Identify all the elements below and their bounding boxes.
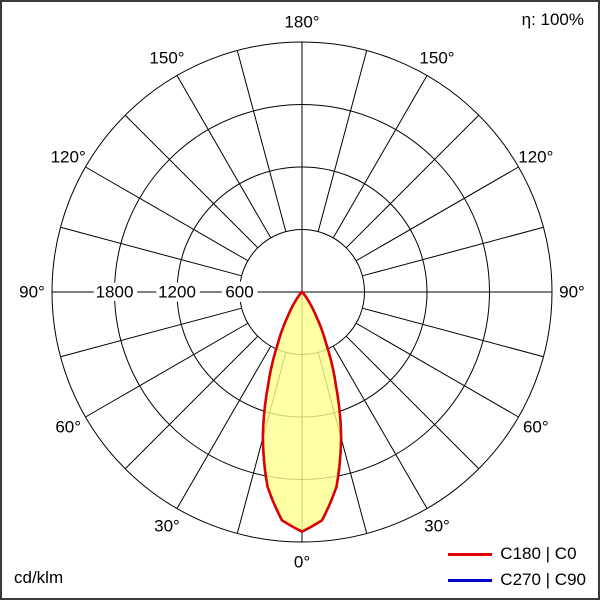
svg-text:60°: 60° <box>55 418 81 437</box>
svg-text:1200: 1200 <box>158 283 196 302</box>
svg-text:0°: 0° <box>294 553 310 572</box>
legend-label-c0: C180 | C0 <box>500 544 577 563</box>
svg-text:120°: 120° <box>518 148 553 167</box>
svg-text:30°: 30° <box>424 516 450 535</box>
svg-text:150°: 150° <box>149 49 184 68</box>
legend: C180 | C0 C270 | C90 <box>448 544 586 590</box>
legend-item-c90: C270 | C90 <box>448 570 586 590</box>
svg-text:150°: 150° <box>419 49 454 68</box>
svg-text:120°: 120° <box>51 148 86 167</box>
svg-text:90°: 90° <box>559 283 585 302</box>
efficiency-label: η: 100% <box>521 10 584 29</box>
legend-item-c0: C180 | C0 <box>448 544 577 564</box>
svg-text:30°: 30° <box>154 516 180 535</box>
units-label: cd/klm <box>14 568 64 587</box>
svg-text:180°: 180° <box>284 13 319 32</box>
svg-text:60°: 60° <box>523 418 549 437</box>
legend-label-c90: C270 | C90 <box>500 570 586 589</box>
svg-text:90°: 90° <box>19 283 45 302</box>
legend-swatch-red-line <box>448 552 493 556</box>
svg-text:600: 600 <box>225 283 253 302</box>
svg-text:1800: 1800 <box>96 283 134 302</box>
legend-swatch-blue-line <box>448 578 493 582</box>
